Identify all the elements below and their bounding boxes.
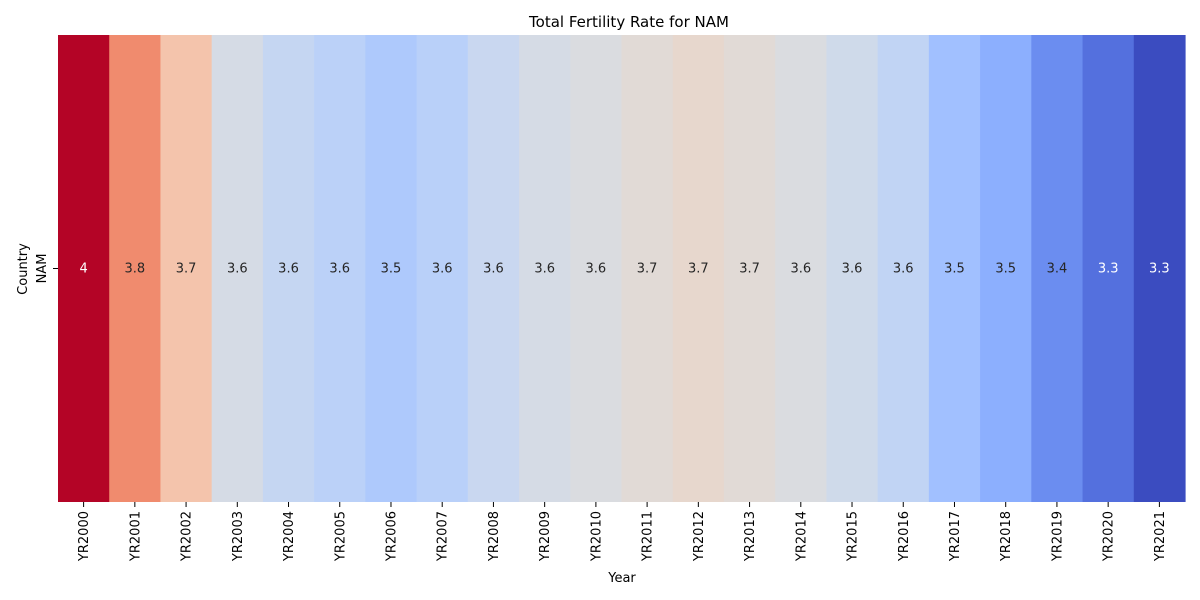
cell-value-label: 3.6 xyxy=(790,262,811,277)
heatmap-cell xyxy=(109,35,162,502)
x-axis-ticks: YR2000 YR2001 YR2002 YR2003 YR2004 YR2005 YR20… xyxy=(77,502,1168,562)
x-tick-label: YR2019 xyxy=(1050,511,1065,562)
heatmap-cell xyxy=(416,35,469,502)
x-tick-label: YR2009 xyxy=(538,511,553,562)
x-tick-label: YR2021 xyxy=(1153,511,1168,562)
cell-value-label: 3.8 xyxy=(124,262,145,277)
x-tick-label: YR2014 xyxy=(794,511,809,562)
heatmap-cell xyxy=(723,35,776,502)
y-axis-ticks: NAM xyxy=(35,254,58,284)
cell-value-label: 3.7 xyxy=(176,262,197,277)
x-tick-label: YR2018 xyxy=(999,511,1014,562)
x-tick-label: YR2007 xyxy=(436,511,451,562)
cell-value-label: 3.7 xyxy=(688,262,709,277)
x-tick-label: YR2001 xyxy=(128,511,143,562)
cell-value-label: 3.3 xyxy=(1149,262,1170,277)
heatmap-cell xyxy=(211,35,264,502)
heatmap-cell xyxy=(262,35,315,502)
cell-value-label: 3.6 xyxy=(227,262,248,277)
cell-value-label: 3.6 xyxy=(432,262,453,277)
cell-value-label: 3.6 xyxy=(483,262,504,277)
cell-value-label: 3.5 xyxy=(944,262,965,277)
x-tick-label: YR2017 xyxy=(948,511,963,562)
heatmap-cell xyxy=(877,35,930,502)
heatmap-cell xyxy=(314,35,366,502)
heatmap-cell xyxy=(58,35,110,502)
x-tick-label: YR2005 xyxy=(333,511,348,562)
x-tick-label: YR2013 xyxy=(743,511,758,562)
x-tick-label: YR2006 xyxy=(384,511,399,562)
x-axis-label: Year xyxy=(607,571,636,586)
cell-value-label: 3.7 xyxy=(637,262,658,277)
heatmap-cell xyxy=(928,35,981,502)
heatmap-cell xyxy=(826,35,879,502)
heatmap-cell xyxy=(672,35,725,502)
heatmap-cell xyxy=(467,35,520,502)
cell-value-label: 3.5 xyxy=(381,262,402,277)
x-tick-label: YR2002 xyxy=(180,511,195,562)
cell-value-label: 3.6 xyxy=(329,262,350,277)
y-tick-label: NAM xyxy=(35,254,50,284)
x-tick-label: YR2008 xyxy=(487,511,502,562)
y-axis-label: Country xyxy=(16,243,31,295)
heatmap-cell xyxy=(570,35,623,502)
cell-value-label: 3.6 xyxy=(278,262,299,277)
cell-value-label: 4 xyxy=(79,262,87,277)
cell-value-label: 3.6 xyxy=(893,262,914,277)
heatmap-cell xyxy=(519,35,571,502)
x-tick-label: YR2004 xyxy=(282,511,297,562)
heatmap-cells: 4 3.8 3.7 3.6 3.6 3.6 3.5 3.6 3.6 3.6 3.6 3.7 3.7 3.7… xyxy=(58,35,1186,502)
cell-value-label: 3.3 xyxy=(1098,262,1119,277)
heatmap-cell xyxy=(1133,35,1186,502)
cell-value-label: 3.4 xyxy=(1047,262,1068,277)
heatmap-cell xyxy=(980,35,1032,502)
heatmap-cell xyxy=(775,35,828,502)
heatmap-cell xyxy=(1082,35,1135,502)
heatmap-cell xyxy=(1031,35,1084,502)
x-tick-label: YR2012 xyxy=(692,511,707,562)
x-tick-label: YR2016 xyxy=(897,511,912,562)
heatmap-cell xyxy=(160,35,213,502)
cell-value-label: 3.6 xyxy=(586,262,607,277)
x-tick-label: YR2010 xyxy=(589,511,604,562)
x-tick-label: YR2003 xyxy=(231,511,246,562)
cell-value-label: 3.6 xyxy=(842,262,863,277)
cell-value-label: 3.5 xyxy=(995,262,1016,277)
cell-value-label: 3.6 xyxy=(534,262,555,277)
chart-title: Total Fertility Rate for NAM xyxy=(528,13,729,31)
x-tick-label: YR2000 xyxy=(77,511,92,562)
heatmap-cell xyxy=(365,35,418,502)
heatmap-cell xyxy=(621,35,674,502)
x-tick-label: YR2011 xyxy=(641,511,656,562)
x-tick-label: YR2020 xyxy=(1102,511,1117,562)
cell-value-label: 3.7 xyxy=(739,262,760,277)
x-tick-label: YR2015 xyxy=(846,511,861,562)
